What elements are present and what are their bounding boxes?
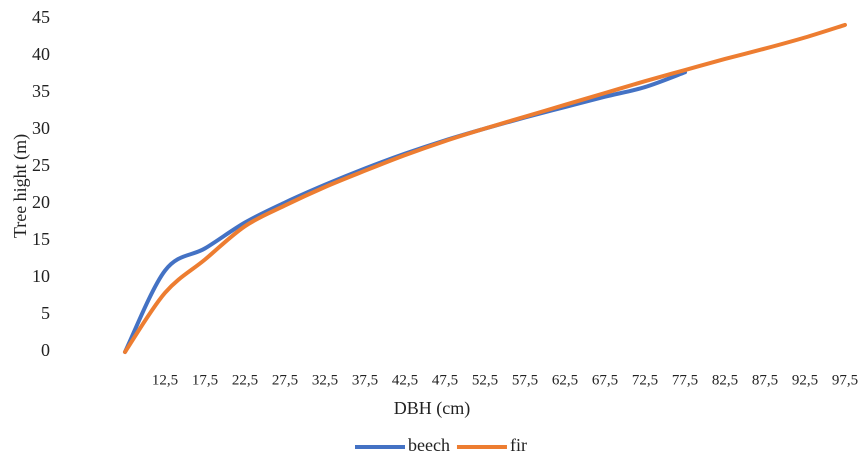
- x-tick-label: 22,5: [232, 372, 258, 388]
- x-tick-label: 72,5: [632, 372, 658, 388]
- legend-label: fir: [510, 435, 527, 455]
- x-tick-label: 57,5: [512, 372, 538, 388]
- x-tick-label: 32,5: [312, 372, 338, 388]
- y-tick-label: 45: [32, 7, 50, 27]
- x-tick-label: 42,5: [392, 372, 418, 388]
- x-axis-title: DBH (cm): [394, 398, 470, 419]
- x-tick-label: 37,5: [352, 372, 378, 388]
- y-tick-label: 5: [41, 303, 50, 323]
- x-tick-label: 62,5: [552, 372, 578, 388]
- series-line: [123, 70, 687, 354]
- y-tick-label: 40: [32, 44, 50, 64]
- y-tick-label: 30: [32, 118, 50, 138]
- x-tick-label: 27,5: [272, 372, 298, 388]
- y-tick-label: 25: [32, 155, 50, 175]
- y-tick-label: 10: [32, 266, 50, 286]
- y-tick-label: 15: [32, 229, 50, 249]
- y-tick-label: 20: [32, 192, 50, 212]
- x-tick-label: 97,5: [832, 372, 858, 388]
- x-tick-label: 12,5: [152, 372, 178, 388]
- x-tick-label: 77,5: [672, 372, 698, 388]
- x-tick-label: 67,5: [592, 372, 618, 388]
- x-tick-label: 92,5: [792, 372, 818, 388]
- y-tick-label: 0: [41, 340, 50, 360]
- y-axis-title: Tree hight (m): [10, 134, 31, 238]
- series-line: [123, 22, 847, 354]
- y-tick-label: 35: [32, 81, 50, 101]
- x-tick-label: 82,5: [712, 372, 738, 388]
- x-tick-label: 87,5: [752, 372, 778, 388]
- x-tick-label: 17,5: [192, 372, 218, 388]
- x-tick-label: 52,5: [472, 372, 498, 388]
- legend-label: beech: [408, 435, 450, 455]
- x-tick-label: 47,5: [432, 372, 458, 388]
